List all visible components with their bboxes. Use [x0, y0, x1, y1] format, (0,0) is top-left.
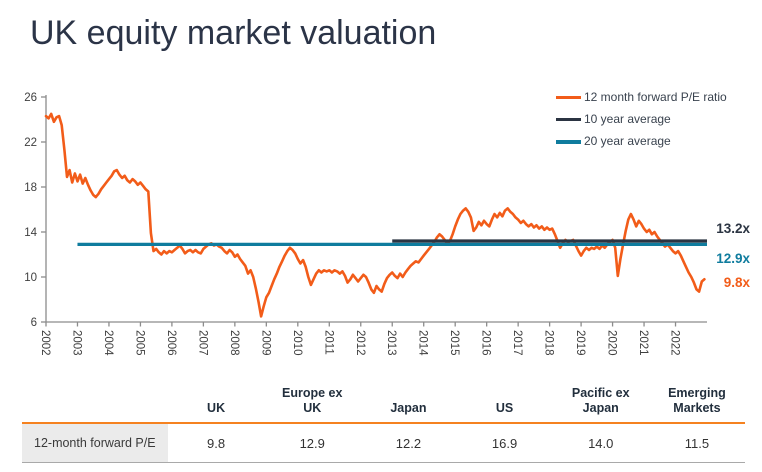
table-cell-pacific-ex-japan: 14.0 — [588, 435, 614, 451]
table-cell-emerging-markets: 11.5 — [684, 435, 710, 451]
column-header-us: US — [495, 401, 514, 415]
svg-text:2009: 2009 — [259, 330, 271, 356]
svg-text:26: 26 — [24, 92, 37, 104]
page-title: UK equity market valuation — [30, 14, 437, 52]
svg-text:2010: 2010 — [291, 330, 303, 356]
svg-text:2017: 2017 — [511, 330, 523, 356]
legend-swatch-forward-pe-icon — [556, 96, 581, 100]
legend-item-10-year-average: 10 year average — [556, 112, 727, 127]
legend-swatch-20-year-icon — [556, 140, 581, 144]
legend-label: 20 year average — [584, 134, 671, 149]
svg-text:2004: 2004 — [102, 330, 114, 356]
legend-label: 10 year average — [584, 112, 671, 127]
svg-text:2019: 2019 — [574, 330, 586, 356]
annotation-latest-pe: 9.8x — [723, 275, 750, 290]
valuation-table: UK Europe ex UK Japan US Pacific ex Japa… — [22, 384, 745, 463]
table-cell-us: 16.9 — [491, 435, 518, 451]
svg-text:6: 6 — [31, 317, 37, 329]
column-header-japan: Japan — [390, 401, 427, 415]
column-header-pacific-ex-japan: Pacific ex Japan — [571, 386, 630, 415]
svg-text:2022: 2022 — [669, 330, 681, 356]
svg-text:2012: 2012 — [354, 330, 366, 356]
table-cell-europe-ex-uk: 12.9 — [299, 435, 325, 451]
chart-legend: 12 month forward P/E ratio 10 year avera… — [556, 90, 727, 149]
column-header-uk: UK — [207, 401, 226, 415]
column-header-europe-ex-uk: Europe ex UK — [282, 386, 343, 415]
table-cell-japan: 12.2 — [395, 435, 422, 451]
svg-text:18: 18 — [24, 182, 37, 194]
svg-text:2005: 2005 — [133, 330, 145, 356]
column-header-emerging-markets: Emerging Markets — [668, 386, 726, 415]
table-header-row: UK Europe ex UK Japan US Pacific ex Japa… — [22, 384, 745, 424]
svg-text:2015: 2015 — [448, 330, 460, 356]
table-cell-uk: 9.8 — [207, 435, 226, 451]
svg-text:10: 10 — [24, 272, 37, 284]
table-row-forward-pe: 12-month forward P/E 9.8 12.9 12.2 16.9 … — [22, 424, 745, 463]
svg-text:2006: 2006 — [165, 330, 177, 356]
svg-text:2021: 2021 — [637, 330, 649, 356]
legend-item-forward-pe: 12 month forward P/E ratio — [556, 90, 727, 104]
svg-text:14: 14 — [24, 227, 37, 239]
row-label: 12-month forward P/E — [22, 424, 168, 462]
legend-swatch-10-year-icon — [556, 118, 581, 122]
svg-text:2011: 2011 — [322, 330, 334, 355]
svg-text:22: 22 — [24, 137, 37, 149]
svg-text:2018: 2018 — [543, 330, 555, 356]
legend-label: 12 month forward P/E ratio — [584, 90, 727, 104]
annotation-10-year-average: 13.2x — [716, 221, 750, 236]
svg-text:2008: 2008 — [228, 330, 240, 356]
svg-text:2013: 2013 — [385, 330, 397, 356]
svg-text:2003: 2003 — [70, 330, 82, 356]
svg-text:2007: 2007 — [196, 330, 208, 356]
svg-text:2016: 2016 — [480, 330, 492, 356]
annotation-20-year-average: 12.9x — [716, 251, 750, 266]
legend-item-20-year-average: 20 year average — [556, 135, 727, 148]
svg-text:2014: 2014 — [417, 330, 429, 356]
svg-text:2002: 2002 — [39, 330, 51, 356]
svg-text:2020: 2020 — [606, 330, 618, 356]
